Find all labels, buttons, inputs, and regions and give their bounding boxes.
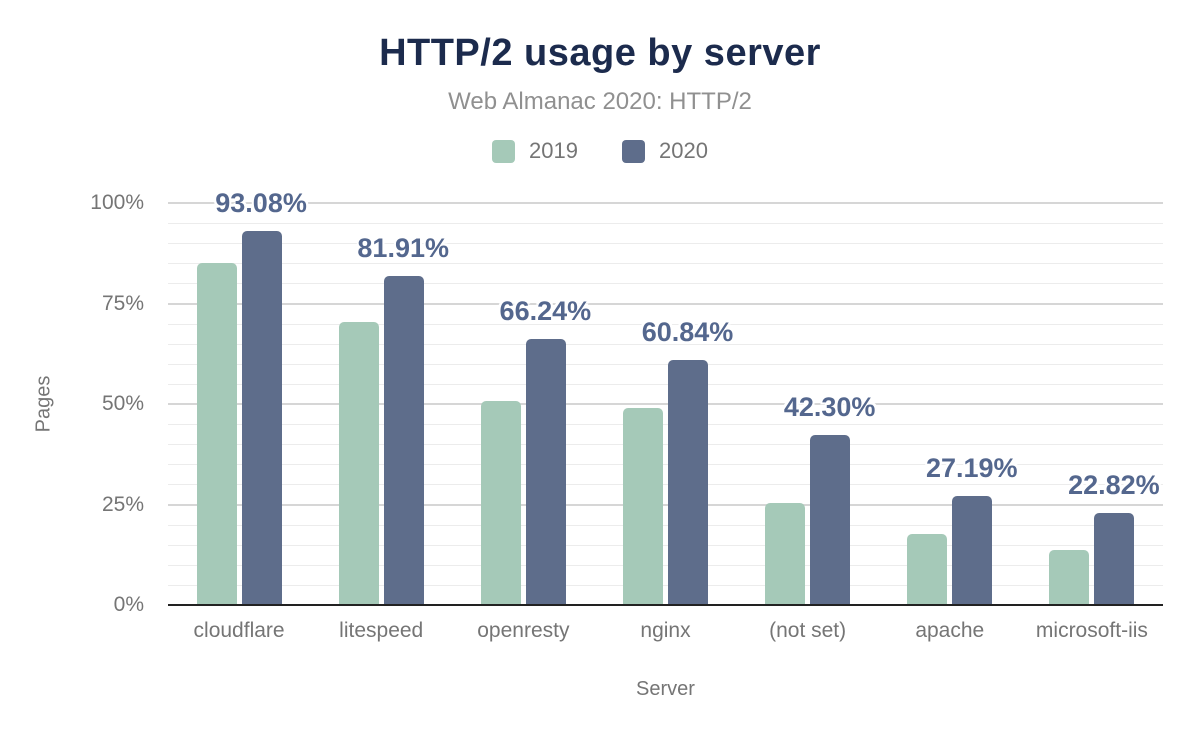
bar-group-nginx: 60.84% nginx — [594, 203, 736, 642]
gridline-minor — [168, 524, 1163, 526]
bar-group-openresty: 66.24% openresty — [452, 203, 594, 642]
gridline-minor — [168, 343, 1163, 345]
data-label-apache: 27.19% — [925, 452, 1018, 483]
bar-2019-litespeed — [338, 322, 379, 605]
bar-groups: 93.08% cloudflare 81.91% litespeed 66.24% ope… — [168, 188, 1163, 642]
gridline-minor — [168, 464, 1163, 466]
gridline-major — [168, 503, 1163, 506]
bar-group-litespeed: 81.91% litespeed — [310, 203, 452, 642]
gridline-minor — [168, 383, 1163, 385]
bar-2019-openresty — [480, 401, 521, 605]
bar-2020-microsoft-iis — [1094, 513, 1135, 605]
data-label-microsoft-iis: 22.82% — [1068, 470, 1160, 501]
bar-2020-openresty — [525, 338, 566, 605]
plot-area: 93.08% cloudflare 81.91% litespeed 66.24% ope… — [168, 188, 1163, 642]
y-axis-ticks: 0% 25% 50% 75% 100% — [0, 191, 156, 616]
gridline-minor — [168, 363, 1163, 365]
gridline-minor — [168, 263, 1163, 265]
y-tick-label: 25% — [101, 492, 144, 516]
legend-item-2019: 2019 — [492, 138, 578, 164]
bar-2020-apache — [952, 495, 993, 605]
bar-2019-cloudflare — [196, 262, 237, 605]
gridline-minor — [168, 223, 1163, 225]
y-tick-label: 75% — [101, 291, 144, 315]
x-tick-label-cloudflare: cloudflare — [193, 619, 285, 642]
legend-item-2020: 2020 — [622, 138, 708, 164]
data-label-nginx: 60.84% — [641, 317, 734, 348]
gridline-minor — [168, 283, 1163, 285]
data-label-openresty: 66.24% — [499, 295, 592, 326]
gridline-minor — [168, 584, 1163, 586]
bar-group-cloudflare: 93.08% cloudflare — [168, 188, 310, 642]
y-tick-label: 0% — [113, 593, 144, 616]
x-axis-title: Server — [636, 678, 695, 700]
bar-2019-microsoft-iis — [1049, 549, 1090, 605]
gridline-major — [168, 302, 1163, 305]
legend-swatch-2019 — [492, 139, 516, 163]
legend: 2019 2020 — [0, 138, 1200, 164]
legend-label: 2019 — [529, 138, 578, 163]
bar-2019-apache — [907, 533, 948, 605]
data-label-litespeed: 81.91% — [357, 232, 449, 263]
x-tick-label-openresty: openresty — [477, 619, 570, 642]
data-label-(not set): 42.30% — [783, 391, 876, 422]
gridline-minor — [168, 484, 1163, 486]
bar-2020-litespeed — [383, 275, 424, 605]
gridline-minor — [168, 323, 1163, 325]
gridline-major — [168, 202, 1163, 204]
x-tick-label-microsoft-iis: microsoft-iis — [1035, 619, 1148, 642]
gridline-major — [168, 403, 1163, 405]
chart-subtitle: Web Almanac 2020: HTTP/2 — [448, 88, 752, 115]
y-tick-label: 50% — [101, 392, 144, 415]
data-label-cloudflare: 93.08% — [215, 187, 307, 218]
y-tick-label: 100% — [90, 191, 144, 214]
bar-group-apache: 27.19% apache — [879, 203, 1021, 642]
bar-2020-(not set) — [810, 434, 851, 605]
x-tick-label-(not set): (not set) — [769, 619, 847, 642]
x-tick-label-litespeed: litespeed — [339, 619, 424, 642]
bar-2019-nginx — [622, 408, 663, 605]
bar-2020-cloudflare — [241, 230, 282, 605]
gridline-minor — [168, 444, 1163, 446]
gridline-minor — [168, 564, 1163, 566]
chart-title: HTTP/2 usage by server — [379, 32, 821, 74]
gridline-minor — [168, 243, 1163, 245]
legend-swatch-2020 — [622, 139, 645, 163]
bar-2019-(not set) — [765, 502, 806, 605]
gridline-minor — [168, 424, 1163, 426]
bar-2020-nginx — [667, 360, 708, 605]
bar-group-(not set): 42.30% (not set) — [737, 203, 879, 642]
x-tick-label-nginx: nginx — [640, 619, 691, 642]
gridline-minor — [168, 544, 1163, 546]
x-tick-label-apache: apache — [915, 619, 985, 642]
x-axis-line — [168, 604, 1163, 606]
legend-label: 2020 — [659, 138, 708, 163]
bar-group-microsoft-iis: 22.82% microsoft-iis — [1021, 203, 1163, 642]
